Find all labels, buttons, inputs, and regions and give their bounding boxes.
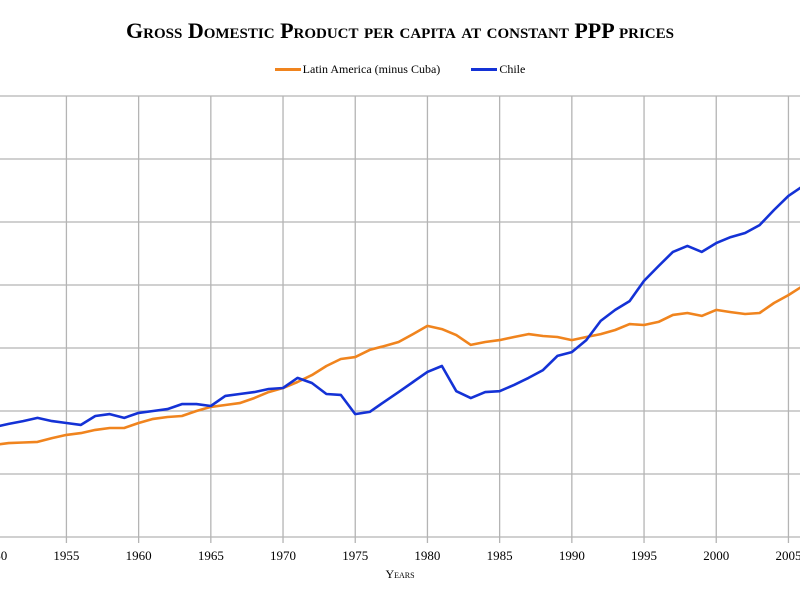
- x-tick-label: 1960: [126, 548, 152, 563]
- x-tick-label: 1985: [487, 548, 513, 563]
- x-tick-label: 2000: [703, 548, 729, 563]
- legend-swatch: [274, 68, 301, 71]
- x-tick-label: 1970: [270, 548, 296, 563]
- x-tick-label: 1980: [414, 548, 440, 563]
- x-tick-label: 1990: [559, 548, 585, 563]
- series-line-latin-america: [0, 286, 800, 446]
- x-tick-label: 1965: [198, 548, 224, 563]
- legend: Latin America (minus Cuba) Chile: [0, 60, 800, 77]
- legend-item-chile: Chile: [471, 62, 525, 77]
- x-tick-label: 1955: [53, 548, 79, 563]
- legend-item-latin-america: Latin America (minus Cuba): [274, 62, 441, 77]
- x-tick-label: 1995: [631, 548, 657, 563]
- series-line-chile: [0, 186, 800, 428]
- x-tick-label: 1950: [0, 548, 7, 563]
- x-tick-label: 2005: [775, 548, 800, 563]
- chart-title: Gross Domestic Product per capita at con…: [126, 18, 674, 43]
- legend-label: Chile: [499, 62, 526, 76]
- x-axis-label: Years: [385, 567, 415, 581]
- x-tick-label: 1975: [342, 548, 368, 563]
- legend-swatch: [471, 68, 498, 71]
- legend-label: Latin America (minus Cuba): [302, 62, 441, 76]
